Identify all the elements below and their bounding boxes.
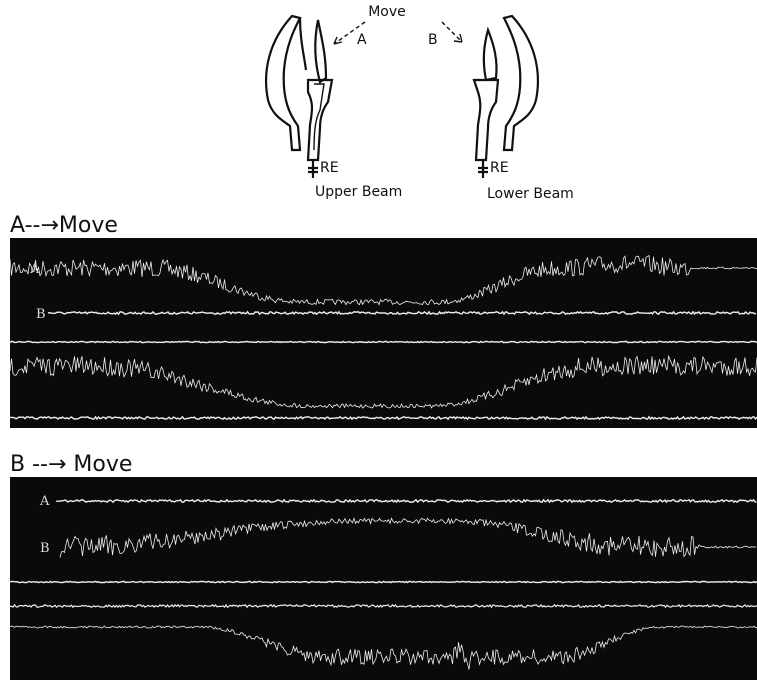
claw-left	[264, 14, 334, 178]
panel	[10, 238, 757, 428]
move-label: Move	[368, 4, 406, 20]
arrow-label: B	[428, 32, 438, 48]
trace	[9, 354, 757, 409]
trace-label: A	[39, 494, 50, 509]
trace	[9, 340, 757, 344]
trace-label: B	[40, 541, 50, 556]
trace	[47, 310, 757, 316]
claw-right	[472, 14, 540, 178]
trace	[55, 498, 757, 504]
trace	[9, 625, 757, 670]
arrow-label: A	[357, 32, 367, 48]
trace	[59, 516, 757, 558]
panel-title: B --→ Move	[10, 452, 132, 477]
caption: Lower Beam	[487, 186, 574, 202]
panel-title: A--→Move	[10, 213, 118, 238]
electrode-label: RE	[320, 160, 339, 176]
caption: Upper Beam	[315, 184, 402, 200]
electrode-label: RE	[490, 160, 509, 176]
panel	[10, 477, 757, 680]
trace	[9, 580, 757, 584]
trace-label: B	[36, 307, 46, 322]
trace	[9, 603, 757, 609]
move-arrows	[333, 21, 463, 45]
trace	[9, 415, 757, 421]
trace	[9, 254, 757, 306]
traces	[9, 254, 757, 670]
